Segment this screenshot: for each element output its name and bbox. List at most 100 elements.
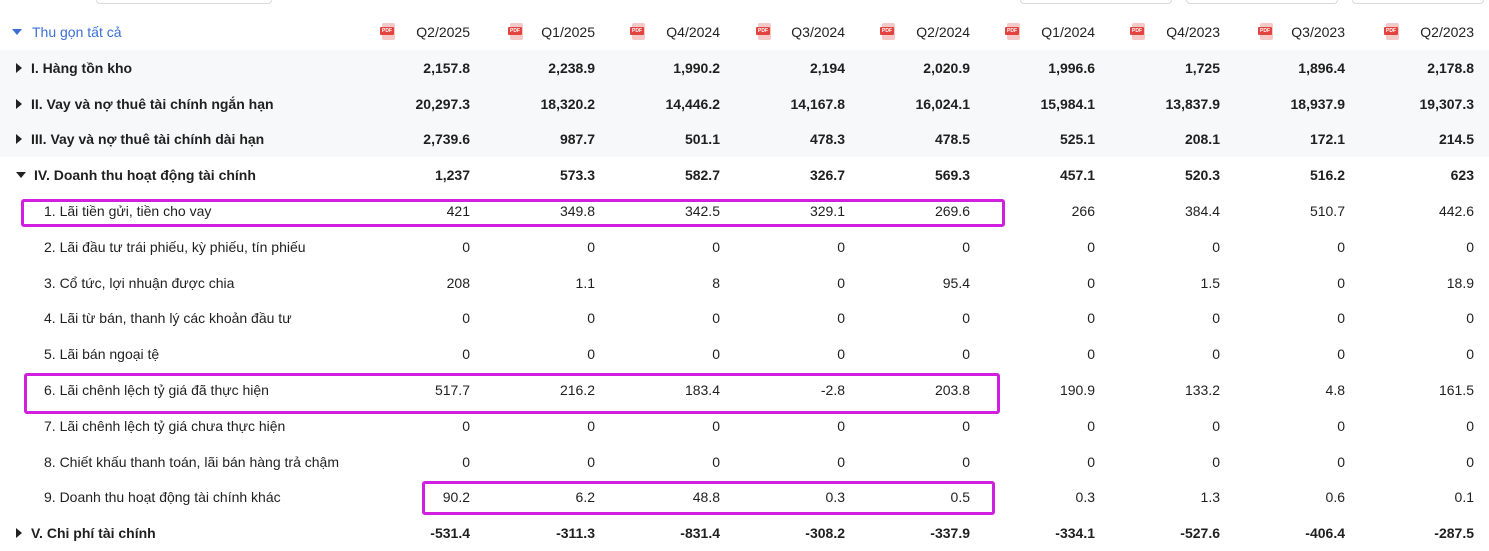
cell-value: 0	[962, 453, 970, 470]
column-period-label: Q3/2023	[1291, 24, 1345, 40]
cell-value: 517.7	[434, 382, 470, 399]
row-label: III. Vay và nợ thuê tài chính dài hạn	[16, 122, 264, 158]
collapse-all-toggle[interactable]: Thu gọn tất cả	[12, 14, 122, 50]
triangle-right-icon[interactable]	[16, 528, 22, 539]
column-header: PDF Q4/2024	[630, 14, 720, 50]
cell-value: -337.9	[930, 525, 970, 542]
cell-value: 0	[1087, 346, 1095, 363]
row-label-text: I. Hàng tồn kho	[31, 59, 133, 76]
cell-value: -831.4	[680, 525, 720, 542]
table-header: Thu gọn tất cả PDF Q2/2025 PDF Q1/2025 PDF Q4…	[0, 14, 1489, 50]
cell-value: 190.9	[1059, 382, 1095, 399]
column-header: PDF Q3/2023	[1258, 14, 1345, 50]
row-label-text: V. Chi phí tài chính	[31, 525, 156, 542]
cell-value: 329.1	[809, 203, 845, 220]
cell-value: 4.8	[1325, 382, 1345, 399]
cell-value: 582.7	[684, 167, 720, 184]
row-label-text: 4. Lãi từ bán, thanh lý các khoản đầu tư	[44, 310, 292, 327]
triangle-right-icon[interactable]	[16, 98, 22, 109]
cell-value: 501.1	[684, 131, 720, 148]
pdf-icon[interactable]: PDF	[756, 23, 772, 41]
cell-value: 14,167.8	[790, 95, 846, 112]
cell-value: -311.3	[556, 525, 595, 542]
cell-value: -527.6	[1180, 525, 1220, 542]
cell-value: 18,937.9	[1290, 95, 1346, 112]
pdf-icon[interactable]: PDF	[508, 23, 524, 41]
table-group-row[interactable]: I. Hàng tồn kho 2,157.8 2,238.9 1,990.2 2,19…	[0, 50, 1489, 86]
cell-value: 569.3	[934, 167, 970, 184]
cell-value: 0	[1212, 238, 1220, 255]
cell-value: 216.2	[559, 382, 595, 399]
triangle-down-icon[interactable]	[16, 172, 26, 179]
row-label-text: 2. Lãi đầu tư trái phiếu, kỳ phiếu, tín …	[44, 238, 306, 255]
cell-value: 0	[462, 310, 470, 327]
cell-value: 0	[837, 238, 845, 255]
cell-value: 525.1	[1059, 131, 1095, 148]
pdf-icon[interactable]: PDF	[1005, 23, 1021, 41]
cell-value: 2,194	[809, 59, 845, 76]
cell-value: 623	[1450, 167, 1474, 184]
cell-value: 0	[837, 453, 845, 470]
column-period-label: Q2/2025	[416, 24, 470, 40]
cell-value: 15,984.1	[1040, 95, 1096, 112]
cell-value: 0	[1212, 417, 1220, 434]
collapse-all-label: Thu gọn tất cả	[32, 24, 122, 40]
table-group-row[interactable]: V. Chi phí tài chính -531.4 -311.3 -831.4 -3…	[0, 515, 1489, 551]
cell-value: 0	[1466, 238, 1474, 255]
cell-value: 133.2	[1184, 382, 1220, 399]
pdf-icon[interactable]: PDF	[880, 23, 896, 41]
table-group-row[interactable]: IV. Doanh thu hoạt động tài chính 1,237 57…	[0, 157, 1489, 194]
row-label: 2. Lãi đầu tư trái phiếu, kỳ phiếu, tín …	[44, 229, 306, 265]
cell-value: 0	[1337, 238, 1345, 255]
cell-value: 0	[1212, 310, 1220, 327]
cell-value: 208	[446, 274, 470, 291]
row-label: 6. Lãi chênh lệch tỷ giá đã thực hiện	[44, 372, 269, 408]
cell-value: 6.2	[575, 489, 595, 506]
column-header: PDF Q2/2025	[380, 14, 470, 50]
pdf-icon[interactable]: PDF	[380, 23, 396, 41]
cell-value: 208.1	[1184, 131, 1220, 148]
cell-value: 0	[712, 238, 720, 255]
cell-value: 0	[1337, 274, 1345, 291]
table-group-row[interactable]: II. Vay và nợ thuê tài chính ngắn hạn 20,…	[0, 85, 1489, 122]
cell-value: 269.6	[934, 203, 970, 220]
table-row: 4. Lãi từ bán, thanh lý các khoản đầu tư…	[0, 301, 1489, 337]
cell-value: 0	[712, 346, 720, 363]
triangle-right-icon[interactable]	[16, 134, 22, 145]
table-row: 6. Lãi chênh lệch tỷ giá đã thực hiện 517…	[0, 372, 1489, 408]
cell-value: 326.7	[809, 167, 845, 184]
financial-table: Thu gọn tất cả PDF Q2/2025 PDF Q1/2025 PDF Q4…	[0, 14, 1489, 551]
cell-value: 442.6	[1438, 203, 1474, 220]
column-period-label: Q4/2024	[666, 24, 720, 40]
cell-value: 183.4	[684, 382, 720, 399]
top-control-right-3[interactable]	[1352, 0, 1484, 4]
pdf-icon[interactable]: PDF	[1384, 23, 1400, 41]
row-label-text: IV. Doanh thu hoạt động tài chính	[34, 167, 256, 184]
row-label: 8. Chiết khấu thanh toán, lãi bán hàng t…	[44, 444, 339, 480]
cell-value: 0	[1466, 417, 1474, 434]
triangle-right-icon[interactable]	[16, 62, 22, 73]
cell-value: 0	[837, 346, 845, 363]
table-group-row[interactable]: III. Vay và nợ thuê tài chính dài hạn 2,7…	[0, 121, 1489, 158]
cell-value: 0	[1087, 238, 1095, 255]
row-label-text: 7. Lãi chênh lệch tỷ giá chưa thực hiện	[44, 417, 286, 434]
column-header: PDF Q3/2024	[756, 14, 845, 50]
cell-value: 0	[1087, 417, 1095, 434]
top-control-right-2[interactable]	[1186, 0, 1338, 4]
cell-value: 0	[462, 453, 470, 470]
cell-value: 1,996.6	[1048, 59, 1095, 76]
cell-value: 2,020.9	[923, 59, 970, 76]
cell-value: 0	[1337, 346, 1345, 363]
pdf-icon[interactable]: PDF	[1258, 23, 1274, 41]
table-row: 9. Doanh thu hoạt động tài chính khác 90.…	[0, 480, 1489, 516]
top-control-left[interactable]	[96, 0, 272, 4]
pdf-icon[interactable]: PDF	[630, 23, 646, 41]
row-label: IV. Doanh thu hoạt động tài chính	[16, 157, 256, 193]
row-label-text: 9. Doanh thu hoạt động tài chính khác	[44, 489, 281, 506]
pdf-icon[interactable]: PDF	[1130, 23, 1146, 41]
top-control-right-1[interactable]	[1020, 0, 1172, 4]
cell-value: 0	[837, 274, 845, 291]
row-label: 5. Lãi bán ngoại tệ	[44, 336, 159, 372]
row-label-text: II. Vay và nợ thuê tài chính ngắn hạn	[31, 95, 274, 112]
cell-value: 8	[712, 274, 720, 291]
